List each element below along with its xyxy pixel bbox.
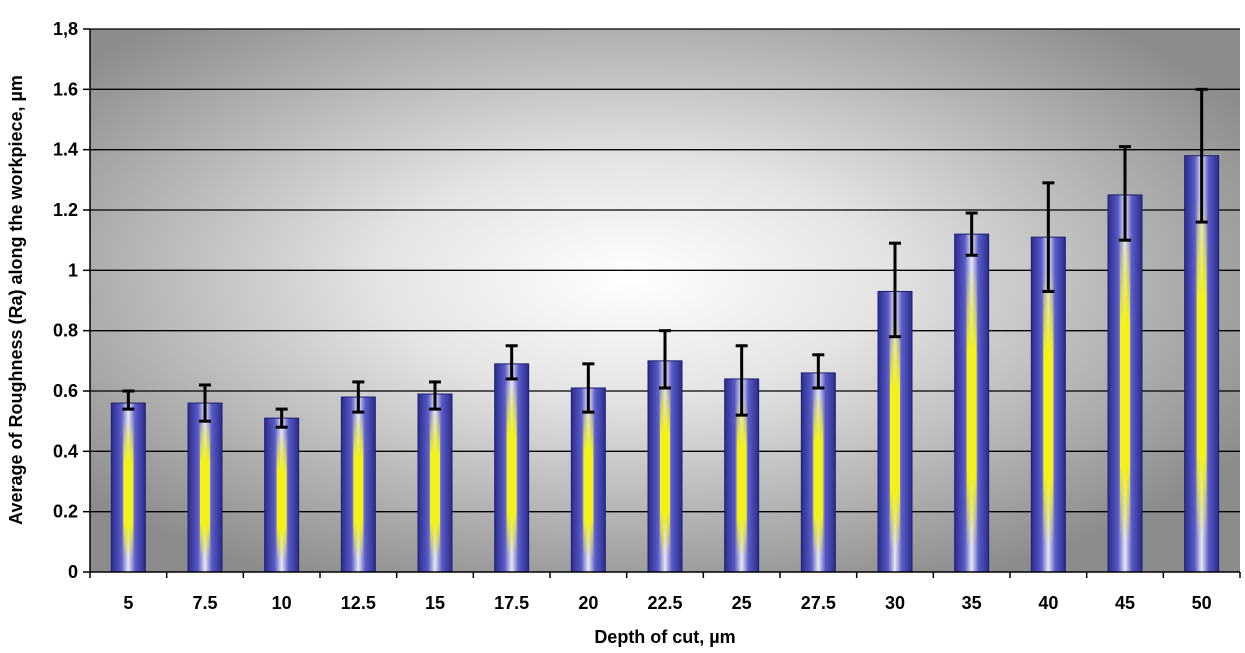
bar-highlight	[660, 381, 670, 556]
x-tick-label: 30	[885, 593, 905, 613]
bars	[110, 155, 1220, 573]
error-bar	[1195, 87, 1208, 224]
error-bar	[889, 241, 901, 339]
y-tick-label: 1	[68, 260, 78, 280]
bar	[570, 387, 606, 573]
x-tick-label: 17.5	[494, 593, 529, 613]
bar-highlight	[966, 267, 977, 545]
y-axis-title: Average of Roughness (Ra) along the work…	[6, 75, 26, 525]
x-tick-label: 10	[272, 593, 292, 613]
bar-highlight	[583, 406, 594, 558]
error-bar	[1119, 145, 1131, 242]
bar	[647, 360, 683, 573]
bar	[187, 402, 223, 573]
bar	[264, 417, 300, 573]
error-bar	[812, 353, 825, 390]
bar-highlight	[200, 419, 210, 559]
bar-highlight	[890, 319, 900, 550]
axes	[83, 28, 1241, 578]
error-bar	[122, 389, 135, 411]
bar-highlight	[1120, 232, 1130, 542]
error-bar	[352, 380, 365, 414]
error-bar	[1042, 181, 1055, 293]
bar	[1107, 194, 1143, 573]
bar-highlight	[353, 414, 364, 559]
y-tick-label: 0.2	[53, 502, 78, 522]
x-tick-label: 45	[1115, 593, 1135, 613]
y-tick-labels: 0 0.2 0.4 0.6 0.8 1 1.2 1.4 1.6 1,8	[53, 19, 78, 582]
bar	[1030, 236, 1066, 573]
bar-highlight	[430, 411, 440, 558]
bar	[877, 290, 913, 573]
x-axis-title: Depth of cut, µm	[594, 627, 735, 647]
error-bar	[429, 380, 441, 411]
x-tick-label: 50	[1192, 593, 1212, 613]
bar-highlight	[1196, 197, 1207, 539]
x-tick-label: 20	[578, 593, 598, 613]
error-bar	[582, 362, 595, 414]
error-bars	[122, 87, 1208, 429]
y-tick-label: 1,8	[53, 19, 78, 39]
bar	[1184, 155, 1220, 573]
bar-highlight	[813, 392, 824, 557]
bar	[340, 396, 376, 573]
y-tick-label: 1.6	[53, 79, 78, 99]
x-tick-label: 12.5	[341, 593, 376, 613]
bar	[417, 393, 453, 573]
error-bar	[965, 211, 978, 257]
y-tick-label: 0.8	[53, 321, 78, 341]
error-bar	[659, 329, 671, 390]
x-tick-label: 5	[123, 593, 133, 613]
x-tick-labels: 5 7.5 10 12.5 15 17.5 20 22.5 25 27.5 30 35 40 45 50	[123, 593, 1211, 613]
y-tick-label: 1.4	[53, 140, 78, 160]
error-bar	[735, 344, 748, 417]
y-tick-label: 0.4	[53, 441, 78, 461]
x-tick-label: 22.5	[647, 593, 682, 613]
y-tick-label: 1.2	[53, 200, 78, 220]
error-bar	[199, 383, 211, 423]
y-tick-label: 0	[68, 562, 78, 582]
bar	[494, 363, 530, 573]
y-tick-label: 0.6	[53, 381, 78, 401]
bar-highlight	[736, 398, 747, 557]
bar-highlight	[1043, 270, 1054, 546]
bar-highlight	[506, 384, 517, 556]
error-bar	[505, 344, 518, 381]
bar	[800, 372, 836, 573]
x-tick-label: 25	[732, 593, 752, 613]
x-tick-label: 27.5	[801, 593, 836, 613]
x-tick-label: 7.5	[192, 593, 217, 613]
bar-highlight	[276, 433, 287, 560]
error-bar	[275, 407, 288, 429]
x-tick-label: 35	[962, 593, 982, 613]
x-tick-label: 15	[425, 593, 445, 613]
bar	[110, 402, 146, 573]
bar	[954, 233, 990, 573]
bar-highlight	[123, 419, 134, 559]
x-tick-label: 40	[1038, 593, 1058, 613]
